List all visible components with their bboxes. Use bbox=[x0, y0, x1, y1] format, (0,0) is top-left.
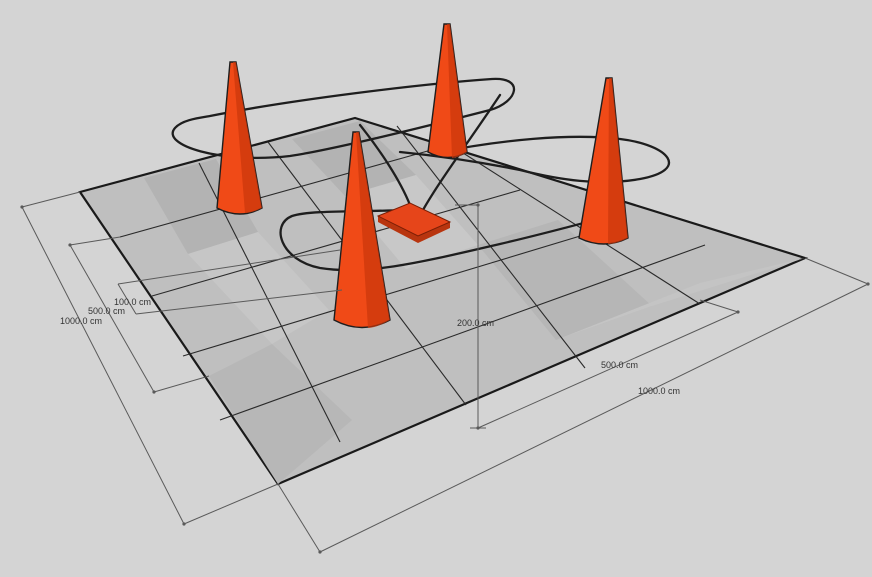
dimension-tick bbox=[20, 205, 24, 209]
floor-tile bbox=[188, 232, 329, 344]
flight-path-descent bbox=[358, 123, 412, 207]
dimension-extension bbox=[117, 249, 341, 285]
dimension-extension bbox=[135, 289, 343, 315]
dimension-line-left-small bbox=[117, 283, 137, 315]
dimension-line-left-outer bbox=[21, 206, 185, 525]
dimension-tick bbox=[476, 203, 480, 207]
cone-shade bbox=[356, 132, 390, 328]
grid-line bbox=[459, 150, 701, 305]
dimension-extension bbox=[69, 236, 121, 246]
traffic-cone bbox=[333, 131, 391, 329]
dimension-lines bbox=[21, 191, 869, 553]
floor-tile bbox=[478, 220, 652, 340]
cone-shade bbox=[608, 78, 628, 244]
dimension-tick bbox=[68, 243, 72, 247]
grid-line bbox=[219, 244, 706, 421]
flight-path-front-loop bbox=[279, 208, 622, 272]
dimension-tick bbox=[736, 310, 740, 314]
dimension-extension bbox=[21, 191, 81, 208]
dimension-extension bbox=[153, 375, 210, 393]
cone-shade bbox=[447, 24, 467, 158]
dimension-extension bbox=[277, 483, 321, 553]
flight-path-upper-loop bbox=[171, 77, 516, 160]
dimension-label-left-inner: 500.0 cm bbox=[88, 306, 125, 316]
dimension-tick bbox=[182, 522, 186, 526]
landing-pad bbox=[376, 202, 452, 243]
dimension-label-front-inner: 500.0 cm bbox=[601, 360, 638, 370]
floor-tile bbox=[209, 344, 352, 484]
dimension-tick bbox=[152, 390, 156, 394]
dimension-label-front-outer: 1000.0 cm bbox=[638, 386, 680, 396]
dimension-line-front-inner bbox=[477, 311, 739, 429]
dimension-tick bbox=[318, 550, 322, 554]
dimension-line-front-outer bbox=[319, 283, 869, 553]
grid-line bbox=[151, 189, 521, 297]
dimension-tick bbox=[476, 426, 480, 430]
traffic-cone bbox=[427, 23, 468, 159]
dimension-extension bbox=[183, 483, 279, 525]
grid-line bbox=[182, 226, 611, 357]
traffic-cone bbox=[216, 61, 263, 215]
dimension-label-left-outer: 1000.0 cm bbox=[60, 316, 102, 326]
dimension-label-left-small: 100.0 cm bbox=[114, 297, 151, 307]
dimension-ticks bbox=[20, 203, 870, 554]
dimension-line-left-inner bbox=[69, 244, 155, 393]
dimension-extension bbox=[804, 257, 869, 285]
flight-path-right-loop bbox=[398, 135, 671, 184]
dimension-extension bbox=[699, 299, 739, 313]
dimension-tick bbox=[866, 282, 870, 286]
cone-shade bbox=[233, 62, 262, 213]
flight-path bbox=[171, 77, 671, 272]
flight-path-to-pad bbox=[421, 93, 502, 212]
traffic-cone bbox=[578, 77, 629, 245]
landing-pad-top bbox=[376, 202, 452, 237]
dimension-label-height: 200.0 cm bbox=[457, 318, 494, 328]
